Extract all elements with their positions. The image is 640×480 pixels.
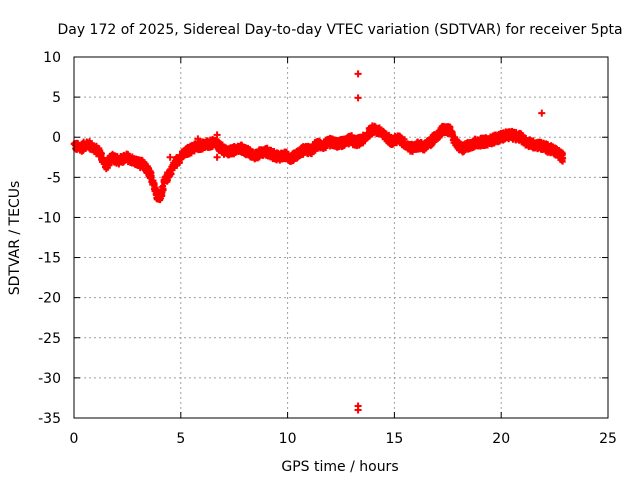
outlier-point [354, 94, 362, 102]
data-markers [70, 70, 567, 414]
x-tick-label: 25 [599, 431, 617, 447]
data-point [88, 140, 95, 147]
y-tick-label: -35 [38, 411, 61, 427]
y-tick-label: -25 [38, 331, 61, 347]
y-tick-label: -10 [38, 210, 61, 226]
axis-ticks: 0 5 10 15 20 25 -35 -30 -25 -20 -15 -10 -5 0 5 10 [38, 50, 617, 447]
data-point [560, 155, 567, 162]
y-tick-label: 5 [52, 90, 61, 106]
plot-frame [73, 56, 609, 419]
y-tick-label: 10 [43, 50, 61, 66]
y-tick-label: -30 [38, 371, 61, 387]
y-axis-label: SDTVAR / TECUs [7, 181, 23, 296]
outlier-point [354, 406, 362, 414]
x-tick-label: 0 [70, 431, 79, 447]
x-tick-label: 5 [176, 431, 185, 447]
x-tick-label: 20 [492, 431, 510, 447]
outlier-point [213, 131, 221, 139]
outlier-point [348, 132, 356, 140]
outlier-point [354, 70, 362, 78]
outlier-point [194, 135, 202, 143]
x-tick-label: 10 [279, 431, 297, 447]
outlier-point [166, 153, 174, 161]
y-tick-label: 0 [52, 130, 61, 146]
data-point [449, 129, 456, 136]
y-tick-label: -20 [38, 291, 61, 307]
data-point [168, 170, 175, 177]
chart-title: Day 172 of 2025, Sidereal Day-to-day VTE… [57, 22, 622, 38]
outlier-point [213, 153, 221, 161]
outlier-point [538, 109, 546, 117]
x-axis-label: GPS time / hours [281, 459, 398, 475]
data-point [176, 158, 183, 165]
y-tick-label: -5 [47, 170, 61, 186]
y-tick-label: -15 [38, 251, 61, 267]
x-tick-label: 15 [385, 431, 403, 447]
